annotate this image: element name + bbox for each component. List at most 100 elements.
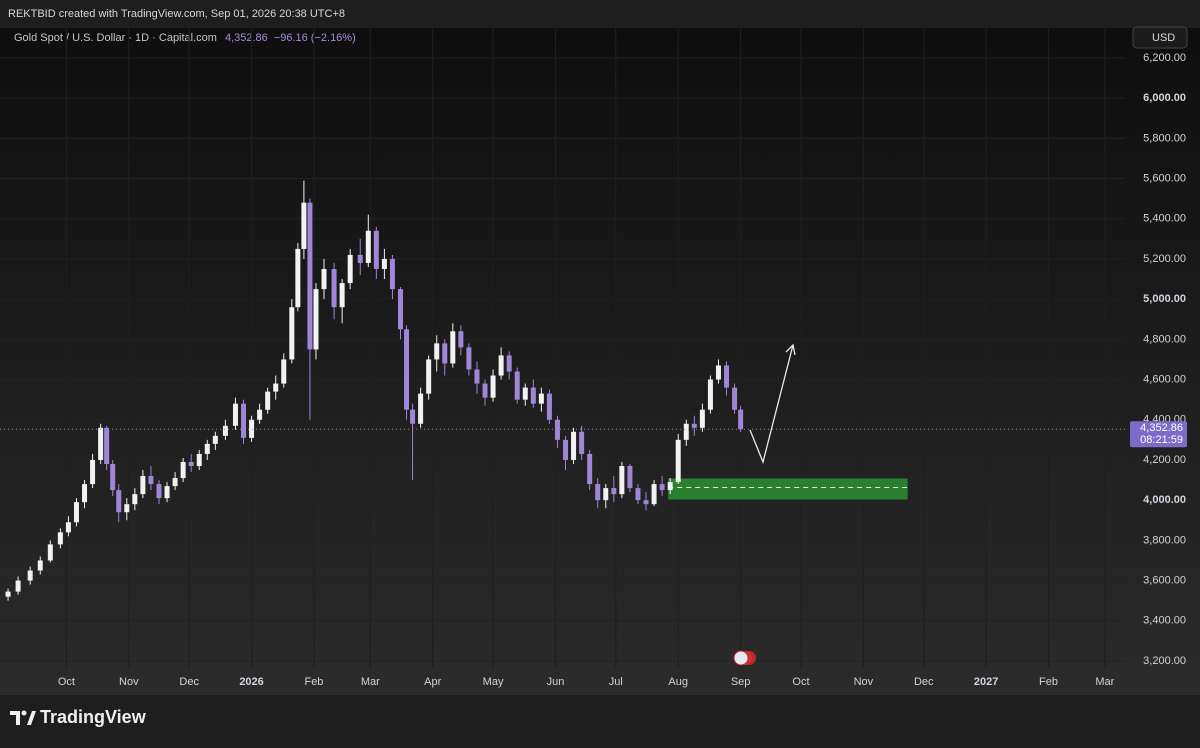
marks [0, 28, 1125, 668]
candle-body [466, 347, 472, 370]
candle-body [289, 307, 295, 360]
x-tick-label: Oct [792, 676, 809, 688]
y-tick-label: 5,000.00 [1143, 293, 1186, 305]
candle-body [538, 393, 544, 404]
candle-body [265, 391, 271, 410]
countdown-label: 08:21:59 [1140, 434, 1183, 446]
candle-body [104, 427, 110, 464]
event-icon [733, 650, 756, 666]
y-tick-label: 5,400.00 [1143, 213, 1186, 225]
candle-body [82, 484, 88, 503]
candle-body [490, 375, 496, 398]
y-tick-label: 4,600.00 [1143, 373, 1186, 385]
candle-body [257, 409, 263, 420]
candle-body [410, 409, 416, 424]
x-tick-label: May [483, 676, 504, 688]
currency-button[interactable] [1132, 26, 1188, 49]
currency-label[interactable]: USD [1152, 32, 1175, 44]
candle-body [691, 423, 697, 428]
candle-body [148, 476, 154, 485]
candle-body [522, 387, 528, 400]
x-tick-label: Aug [668, 676, 688, 688]
candle-body [554, 419, 560, 440]
candle-body [222, 425, 228, 436]
brand-logo [10, 710, 36, 725]
candle-body [132, 494, 138, 505]
candle-body [699, 409, 705, 428]
y-tick-label: 6,000.00 [1143, 92, 1186, 104]
y-tick-label: 5,200.00 [1143, 253, 1186, 265]
candle-body [514, 371, 520, 400]
candle-body [426, 359, 432, 394]
candle-body [381, 258, 387, 270]
candle-body [611, 488, 617, 495]
candle-body [434, 343, 440, 360]
candle-body [90, 459, 96, 485]
candle-body [164, 486, 170, 499]
x-tick-label: Mar [1095, 676, 1114, 688]
header-change: −96.16 (−2.16%) [274, 32, 356, 44]
candle-body [619, 465, 625, 495]
candle-body [188, 461, 194, 466]
candle-body [281, 359, 287, 384]
candle-body [27, 570, 33, 581]
x-tick-label: Sep [731, 676, 751, 688]
arrow-head [785, 343, 796, 356]
candle-body [732, 387, 738, 410]
x-tick-label: Jun [547, 676, 565, 688]
candle-body [715, 365, 721, 380]
y-tick-label: 3,400.00 [1143, 615, 1186, 627]
y-tick-label: 6,200.00 [1143, 52, 1186, 64]
candle-body [738, 409, 744, 430]
x-tick-label: Mar [361, 676, 380, 688]
demand-zone [668, 478, 908, 500]
candle-body [124, 504, 130, 513]
candle-body [707, 379, 713, 410]
candle-body [273, 383, 279, 392]
candle-body [389, 258, 395, 290]
y-tick-label: 4,200.00 [1143, 454, 1186, 466]
candle-body [474, 369, 480, 384]
projection-arrow [749, 344, 794, 465]
candle-body [347, 254, 353, 284]
candle-body [116, 490, 122, 513]
candle-body [156, 484, 162, 499]
candle-body [307, 202, 313, 350]
candle-body [458, 331, 464, 348]
header-price: 4,352.86 [225, 32, 268, 44]
last-price-box [1130, 421, 1187, 448]
candle-body [627, 465, 633, 489]
candle-body [110, 463, 116, 491]
candle-body [418, 393, 424, 424]
candle-body [450, 331, 456, 364]
candle-body [579, 431, 585, 454]
candle-body [57, 532, 63, 545]
candle-body [196, 453, 202, 466]
candle-body [506, 355, 512, 372]
candle-body [563, 439, 569, 460]
candle-body [339, 283, 345, 308]
candle-body [295, 248, 301, 308]
candle-body [397, 289, 403, 330]
candle-body [546, 393, 552, 420]
x-tick-label: 2027 [974, 676, 998, 688]
candle-body [98, 427, 104, 460]
y-tick-label: 3,800.00 [1143, 534, 1186, 546]
x-tick-label: Oct [58, 676, 75, 688]
candle-body [241, 403, 247, 438]
candle-body [587, 453, 593, 485]
candle-body [15, 580, 21, 592]
candle-body [204, 443, 210, 454]
candle-body [37, 560, 43, 571]
candle-body [651, 484, 657, 505]
x-tick-label: 2026 [239, 676, 263, 688]
y-tick-label: 3,600.00 [1143, 574, 1186, 586]
x-tick-label: Jul [609, 676, 623, 688]
x-tick-label: Nov [854, 676, 874, 688]
candle-body [212, 435, 218, 444]
candle-body [180, 461, 186, 479]
candle-body [65, 522, 71, 533]
plot-background [0, 28, 1200, 695]
